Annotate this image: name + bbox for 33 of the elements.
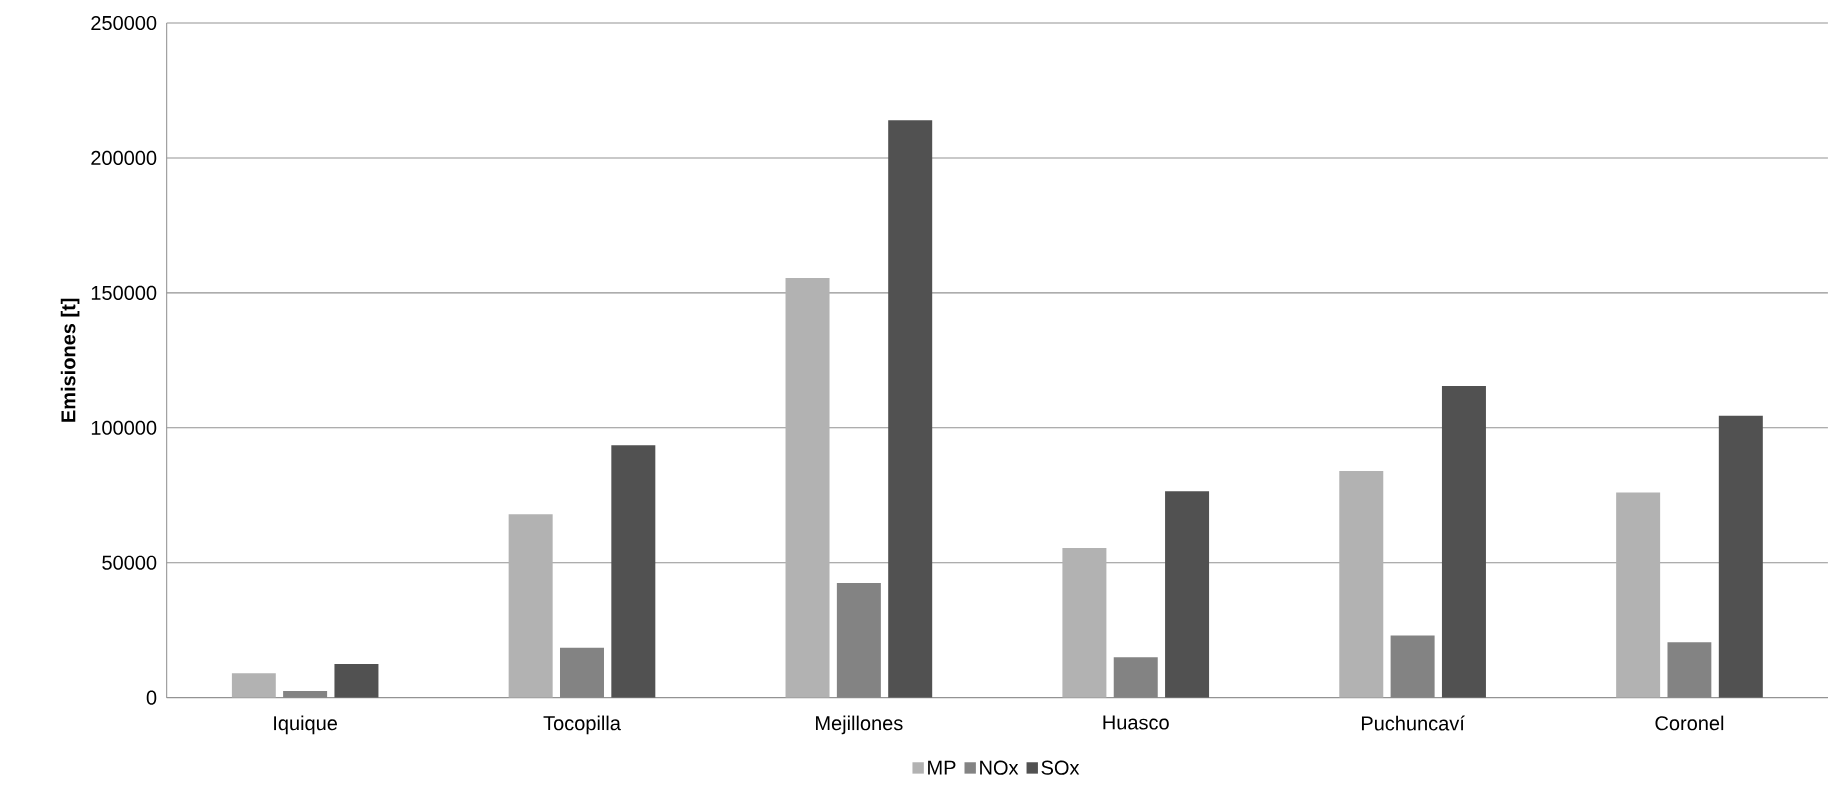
bar (836, 582, 881, 698)
x-tick-label: Coronel (1655, 715, 1724, 731)
legend-label: NOx (980, 760, 1019, 775)
bar (1113, 657, 1158, 698)
bar (508, 514, 553, 698)
bar (334, 663, 379, 698)
x-tick-label: Tocopilla (543, 715, 621, 735)
y-tick-label: 50000 (102, 555, 157, 570)
bar (231, 673, 276, 698)
y-tick-label: 200000 (91, 150, 157, 165)
bar (1441, 385, 1486, 698)
bar (1667, 642, 1712, 698)
x-tick-label: Iquique (274, 715, 338, 735)
bar (1390, 635, 1435, 698)
y-tick-label: 250000 (91, 15, 157, 31)
bar (1616, 492, 1661, 698)
x-tick-label: Mejillones (816, 715, 903, 735)
bar (1165, 491, 1210, 698)
bar (1062, 547, 1107, 698)
y-axis-title: Emisiones [t] (60, 298, 80, 422)
x-tick-label: Huasco (1103, 715, 1169, 730)
bar (785, 278, 830, 698)
y-tick-label: 100000 (91, 420, 157, 435)
bar (1718, 415, 1763, 698)
y-tick-label: 0 (146, 690, 157, 705)
y-tick-label: 150000 (91, 285, 157, 300)
bar (611, 445, 656, 698)
bar (888, 120, 933, 698)
x-tick-label: Puchuncaví (1361, 715, 1465, 731)
bar (559, 647, 604, 698)
legend-label: MP (928, 760, 956, 775)
bar (1339, 470, 1384, 698)
legend-label: SOx (1041, 760, 1080, 775)
